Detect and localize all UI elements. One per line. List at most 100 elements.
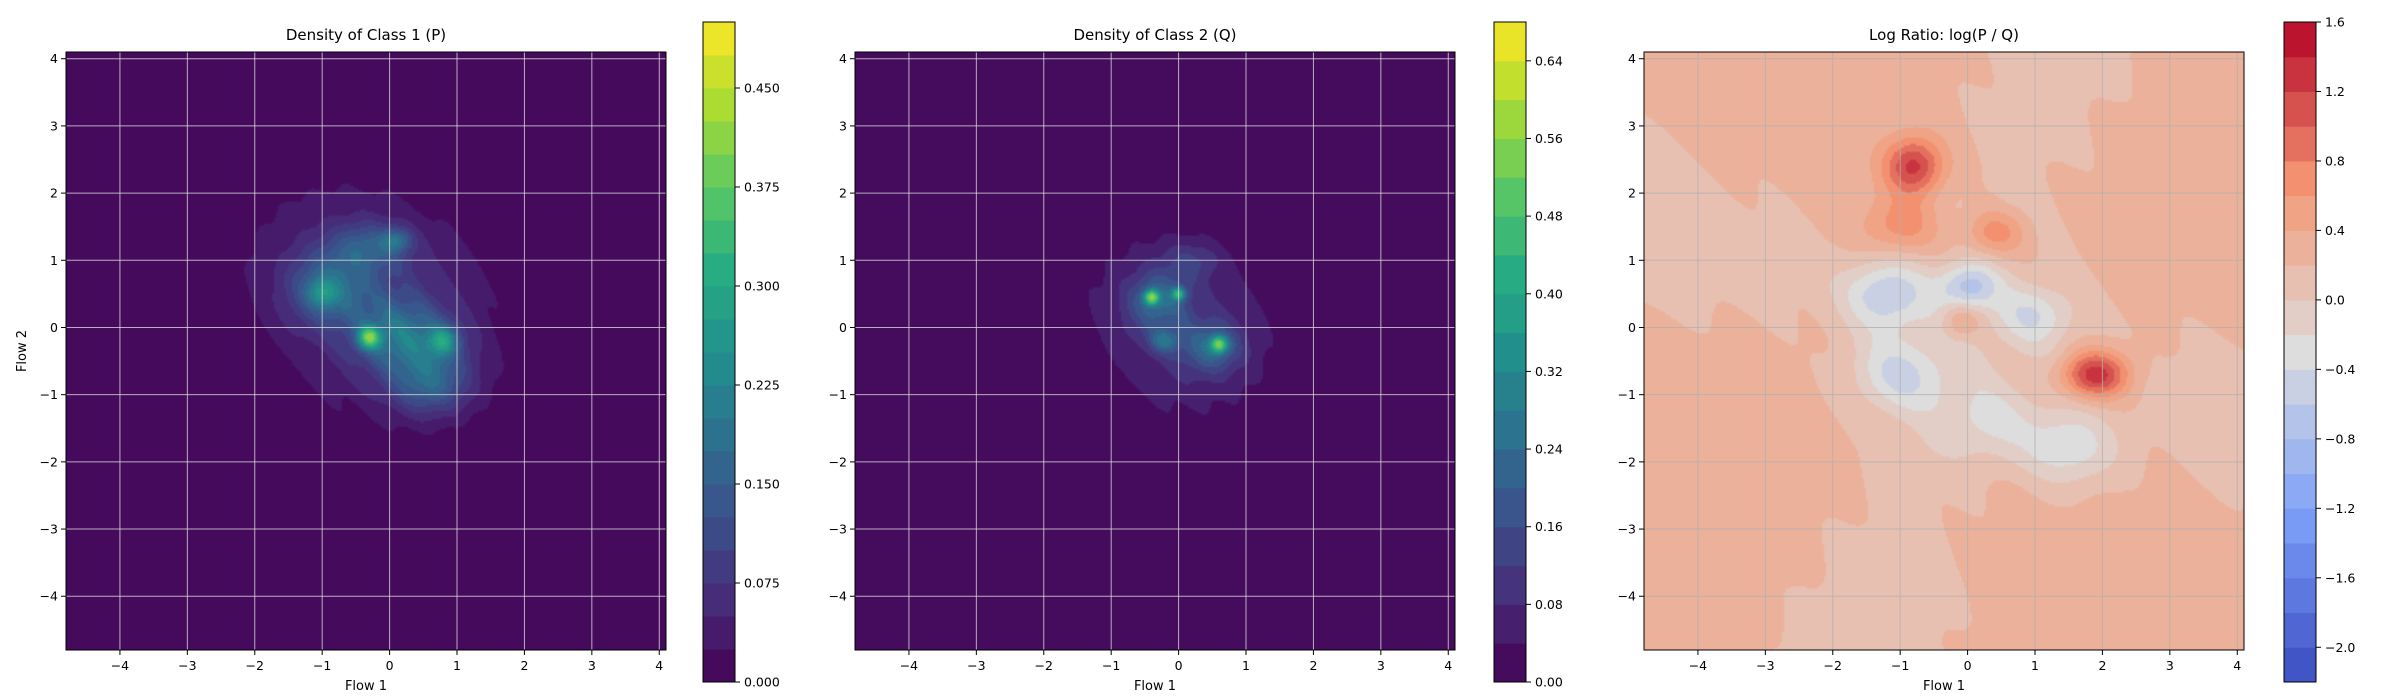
x-tick-label: 4 <box>2233 658 2241 673</box>
colorbar-tick-label: 0.8 <box>2325 153 2345 168</box>
colorbar-band <box>703 253 735 287</box>
axes-frame <box>1643 51 2245 651</box>
colorbar-tick-label: −1.2 <box>2325 501 2355 516</box>
colorbar-band <box>2284 265 2316 301</box>
x-tick-label: 1 <box>453 658 461 673</box>
colorbar-band <box>2284 160 2316 197</box>
y-tick-label: −2 <box>1618 454 1636 469</box>
colorbar-band <box>1494 99 1526 139</box>
y-tick-label: 2 <box>1628 186 1636 201</box>
colorbar-tick-label: 0.150 <box>744 477 780 492</box>
colorbar-band <box>703 121 735 155</box>
x-tick-label: 3 <box>588 658 596 673</box>
axes-frame <box>854 51 1456 651</box>
y-tick-label: 0 <box>1628 320 1636 335</box>
x-tick-label: 1 <box>1242 658 1250 673</box>
colorbar-band <box>703 187 735 221</box>
colorbar-band <box>2284 404 2316 440</box>
colorbar-tick-label: 1.2 <box>2325 84 2345 99</box>
heatmap-image <box>1644 52 2244 650</box>
y-tick-label: 4 <box>839 51 847 66</box>
colorbar-band <box>1494 138 1526 178</box>
colorbar-band <box>703 385 735 419</box>
y-tick-label: 3 <box>839 118 847 133</box>
x-axis-label: Flow 1 <box>1134 679 1176 694</box>
colorbar-tick-label: 0.24 <box>1535 442 1563 457</box>
colorbar-tick-label: 0.40 <box>1535 286 1563 301</box>
colorbar-band <box>1494 254 1526 295</box>
x-tick-label: 0 <box>386 658 394 673</box>
colorbar-band <box>703 286 735 320</box>
x-tick-label: −1 <box>313 658 331 673</box>
y-tick-label: −1 <box>1618 387 1636 402</box>
colorbar-band <box>1494 526 1526 567</box>
y-tick-label: 2 <box>50 186 58 201</box>
panel-3: −4 −3 −2 −1 0 1 2 3 4 4 3 2 1 0 −1 −2 −3 −4 Log Ratio: log… <box>1618 15 2356 695</box>
colorbar-tick-label: 0.225 <box>744 378 780 393</box>
x-tick-label: 3 <box>1377 658 1385 673</box>
colorbar: 0.00 0.08 0.16 0.24 0.32 0.40 0.48 0.56 0.64 <box>1493 21 1563 690</box>
x-tick-label: 1 <box>2031 658 2039 673</box>
x-tick-label: −2 <box>1035 658 1053 673</box>
colorbar-tick-label: 0.4 <box>2325 223 2345 238</box>
axes-frame <box>65 51 667 651</box>
colorbar-tick-label: 1.6 <box>2325 15 2345 30</box>
colorbar-band <box>2284 647 2316 683</box>
colorbar-band <box>1494 410 1526 450</box>
y-tick-label: −3 <box>829 522 847 537</box>
y-tick-label: −4 <box>829 589 847 604</box>
x-tick-label: −3 <box>967 658 985 673</box>
colorbar-tick-label: 0.64 <box>1535 53 1563 68</box>
colorbar-tick-label: 0.56 <box>1535 131 1563 146</box>
colorbar-band <box>703 22 735 56</box>
x-tick-label: −2 <box>246 658 264 673</box>
colorbar-tick-label: 0.075 <box>744 576 780 591</box>
x-tick-label: 4 <box>655 658 663 673</box>
colorbar-band <box>703 517 735 551</box>
colorbar-band <box>2284 473 2316 509</box>
x-tick-label: 3 <box>2166 658 2174 673</box>
colorbar-frame <box>1493 21 1527 683</box>
y-axis-label: Flow 2 <box>15 330 30 372</box>
panel-1: −4 −3 −2 −1 0 1 2 3 4 4 3 2 1 0 −1 −2 −3 −4 Density of Cla… <box>15 21 780 694</box>
colorbar-band <box>703 88 735 122</box>
y-tick-label: 3 <box>1628 118 1636 133</box>
colorbar-band <box>1494 449 1526 489</box>
y-tick-label: −4 <box>1618 589 1636 604</box>
x-tick-label: −4 <box>900 658 918 673</box>
colorbar-band <box>703 55 735 89</box>
colorbar-tick-label: 0.000 <box>744 675 780 690</box>
y-tick-label: −2 <box>40 454 58 469</box>
y-tick-label: 4 <box>50 51 58 66</box>
colorbar-band <box>1494 216 1526 256</box>
y-tick-label: −4 <box>40 589 58 604</box>
colorbar-band <box>1494 60 1526 101</box>
colorbar-tick-label: 0.16 <box>1535 519 1563 534</box>
colorbar-band <box>2284 369 2316 405</box>
colorbar: 0.000 0.075 0.150 0.225 0.300 0.375 0.450 <box>702 21 780 690</box>
colorbar-band <box>703 319 735 353</box>
y-tick-label: −2 <box>829 454 847 469</box>
y-tick-label: 0 <box>839 320 847 335</box>
x-axis-label: Flow 1 <box>345 679 387 694</box>
y-tick-label: 0 <box>50 320 58 335</box>
colorbar-band <box>703 220 735 254</box>
colorbar-band <box>1494 643 1526 683</box>
y-tick-label: 4 <box>1628 51 1636 66</box>
x-tick-label: 2 <box>520 658 528 673</box>
colorbar-band <box>2284 438 2316 475</box>
colorbar-tick-label: −0.4 <box>2325 362 2355 377</box>
y-tick-label: −1 <box>829 387 847 402</box>
colorbar-band <box>1494 565 1526 605</box>
colorbar-tick-label: 0.375 <box>744 180 780 195</box>
colorbar-frame <box>2283 21 2317 683</box>
colorbar-band <box>1494 371 1526 411</box>
x-tick-label: 2 <box>1309 658 1317 673</box>
x-axis-label: Flow 1 <box>1923 679 1965 694</box>
colorbar-band <box>703 583 735 617</box>
y-tick-label: 1 <box>839 253 847 268</box>
x-tick-label: −1 <box>1891 658 1909 673</box>
colorbar-band <box>2284 195 2316 231</box>
chart-title: Density of Class 2 (Q) <box>1073 26 1236 44</box>
